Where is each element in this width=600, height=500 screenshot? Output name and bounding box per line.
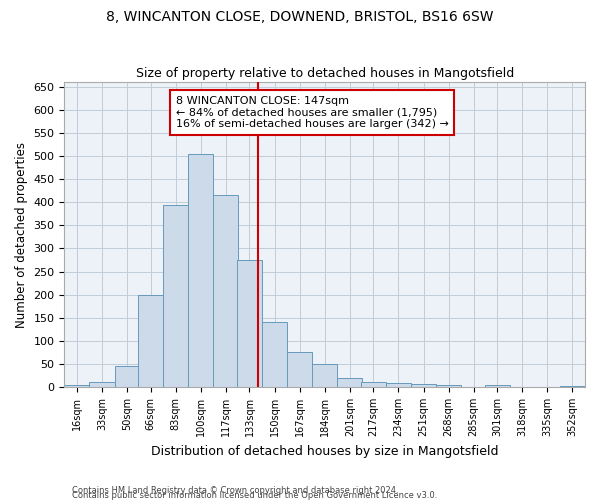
- Bar: [163, 204, 188, 387]
- Text: 8, WINCANTON CLOSE, DOWNEND, BRISTOL, BS16 6SW: 8, WINCANTON CLOSE, DOWNEND, BRISTOL, BS…: [106, 10, 494, 24]
- Bar: [188, 154, 214, 387]
- Bar: [115, 366, 140, 387]
- Bar: [436, 385, 461, 387]
- Bar: [560, 386, 585, 387]
- Text: Contains HM Land Registry data © Crown copyright and database right 2024.: Contains HM Land Registry data © Crown c…: [72, 486, 398, 495]
- Y-axis label: Number of detached properties: Number of detached properties: [15, 142, 28, 328]
- Bar: [237, 260, 262, 387]
- Bar: [138, 294, 163, 387]
- Title: Size of property relative to detached houses in Mangotsfield: Size of property relative to detached ho…: [136, 66, 514, 80]
- Text: 8 WINCANTON CLOSE: 147sqm
← 84% of detached houses are smaller (1,795)
16% of se: 8 WINCANTON CLOSE: 147sqm ← 84% of detac…: [176, 96, 449, 129]
- Bar: [287, 352, 312, 387]
- Bar: [89, 382, 115, 387]
- Bar: [361, 382, 386, 387]
- Bar: [411, 384, 436, 387]
- Bar: [262, 322, 287, 387]
- Bar: [64, 385, 89, 387]
- Bar: [485, 385, 510, 387]
- Text: Contains public sector information licensed under the Open Government Licence v3: Contains public sector information licen…: [72, 491, 437, 500]
- Bar: [337, 378, 362, 387]
- Bar: [214, 196, 238, 387]
- Bar: [386, 384, 411, 387]
- X-axis label: Distribution of detached houses by size in Mangotsfield: Distribution of detached houses by size …: [151, 444, 499, 458]
- Bar: [312, 364, 337, 387]
